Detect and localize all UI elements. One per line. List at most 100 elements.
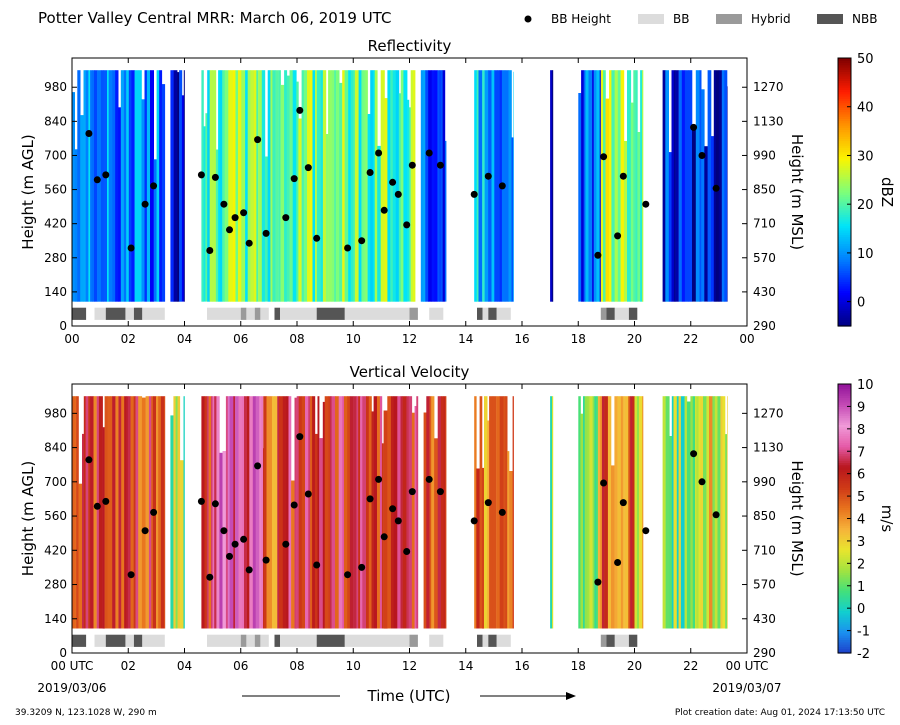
bb-height-point bbox=[344, 244, 352, 252]
heatmap-column bbox=[115, 70, 119, 302]
x-tick-label: 16 bbox=[514, 332, 529, 346]
bb-class-nbb bbox=[133, 307, 143, 320]
colorbar-step bbox=[838, 66, 851, 70]
heatmap-column bbox=[334, 70, 337, 302]
colorbar-step bbox=[838, 585, 851, 589]
heatmap-column bbox=[671, 70, 675, 302]
figure-title: Potter Valley Central MRR: March 06, 201… bbox=[38, 9, 391, 27]
colorbar-step bbox=[838, 518, 851, 522]
heatmap-column bbox=[145, 396, 150, 629]
colorbar-step bbox=[838, 401, 851, 405]
colorbar-step bbox=[838, 169, 851, 173]
heatmap-column bbox=[724, 70, 728, 302]
heatmap-column bbox=[488, 70, 492, 302]
y-tick-label: 840 bbox=[44, 441, 67, 455]
colorbar-step bbox=[838, 154, 851, 157]
bb-height-point bbox=[690, 450, 698, 458]
heatmap-column bbox=[207, 70, 210, 302]
colorbar-step bbox=[838, 516, 851, 520]
y-tick-label: 420 bbox=[44, 543, 67, 557]
bb-class-bb bbox=[125, 307, 134, 320]
heatmap-layer bbox=[72, 70, 728, 302]
heatmap-column bbox=[97, 70, 102, 302]
bb-height-point bbox=[408, 488, 416, 496]
colorbar-tick-label: 3 bbox=[857, 535, 865, 550]
heatmap-column bbox=[550, 70, 553, 302]
colorbar-step bbox=[838, 234, 851, 238]
colorbar-step bbox=[838, 174, 851, 177]
colorbar-step bbox=[838, 221, 851, 224]
colorbar-tick-label: 40 bbox=[857, 101, 874, 116]
colorbar-step bbox=[838, 453, 851, 457]
colorbar-step bbox=[838, 256, 851, 260]
bb-height-point bbox=[619, 172, 627, 180]
heatmap-column bbox=[428, 70, 432, 302]
bb-class-bb bbox=[280, 307, 317, 320]
heatmap-column bbox=[298, 118, 302, 302]
heatmap-column bbox=[107, 396, 111, 629]
colorbar-step bbox=[838, 138, 851, 142]
bb-class-bb bbox=[207, 307, 241, 320]
colorbar-step bbox=[838, 71, 851, 75]
heatmap-column bbox=[255, 396, 260, 629]
heatmap-column bbox=[235, 70, 239, 302]
heatmap-column bbox=[181, 95, 185, 302]
colorbar-step bbox=[838, 404, 851, 408]
heatmap-column bbox=[636, 396, 640, 629]
heatmap-column bbox=[673, 396, 678, 629]
bb-height-markers bbox=[85, 106, 720, 259]
y-tick-label: 700 bbox=[44, 475, 67, 489]
heatmap-column bbox=[584, 396, 588, 629]
bb-height-point bbox=[425, 149, 433, 157]
y2-tick-label: 850 bbox=[753, 509, 776, 523]
heatmap-column bbox=[94, 70, 98, 302]
colorbar-step bbox=[838, 543, 851, 546]
heatmap-column bbox=[294, 397, 297, 629]
colorbar-step bbox=[838, 80, 851, 84]
heatmap-column bbox=[322, 401, 325, 629]
bb-class-bb bbox=[142, 307, 165, 320]
legend-hybrid-swatch bbox=[716, 14, 742, 24]
bb-height-point bbox=[231, 540, 239, 548]
heatmap-column bbox=[292, 70, 297, 302]
colorbar-step bbox=[838, 151, 851, 155]
heatmap-column bbox=[474, 70, 477, 302]
heatmap-column bbox=[212, 70, 217, 302]
legend-nbb-swatch bbox=[817, 14, 843, 24]
colorbar-step bbox=[838, 635, 851, 638]
colorbar-step bbox=[838, 116, 851, 119]
heatmap-column bbox=[711, 136, 715, 302]
heatmap-column bbox=[238, 396, 243, 629]
heatmap-column bbox=[624, 396, 629, 629]
colorbar-step bbox=[838, 431, 851, 434]
bb-class-nbb bbox=[477, 307, 483, 320]
colorbar-step bbox=[838, 122, 851, 126]
bb-class-nbb bbox=[274, 307, 281, 320]
colorbar-step bbox=[838, 162, 851, 166]
colorbar-step bbox=[838, 491, 851, 495]
colorbar-tick-label: 50 bbox=[857, 52, 874, 67]
bb-height-point bbox=[254, 462, 262, 470]
heatmap-column bbox=[370, 70, 374, 302]
heatmap-column bbox=[278, 70, 281, 302]
colorbar-step bbox=[838, 238, 851, 242]
heatmap-column bbox=[266, 396, 271, 629]
colorbar-step bbox=[838, 545, 851, 549]
bb-class-bb bbox=[125, 634, 134, 647]
heatmap-column bbox=[173, 70, 178, 302]
colorbar-step bbox=[838, 247, 851, 251]
heatmap-column bbox=[603, 70, 606, 302]
bb-height-point bbox=[403, 548, 411, 555]
colorbar-step bbox=[838, 525, 851, 529]
colorbar-step bbox=[838, 274, 851, 278]
bb-class-nbb bbox=[488, 307, 497, 320]
bb-height-point bbox=[226, 226, 233, 234]
colorbar-step bbox=[838, 281, 851, 285]
colorbar-step bbox=[838, 294, 851, 298]
x-tick-label: 20 bbox=[627, 332, 642, 346]
y2-tick-label: 290 bbox=[753, 319, 776, 333]
bb-height-point bbox=[594, 578, 602, 586]
colorbar-step bbox=[838, 442, 851, 446]
heatmap-column bbox=[491, 70, 495, 302]
heatmap-column bbox=[324, 396, 329, 629]
